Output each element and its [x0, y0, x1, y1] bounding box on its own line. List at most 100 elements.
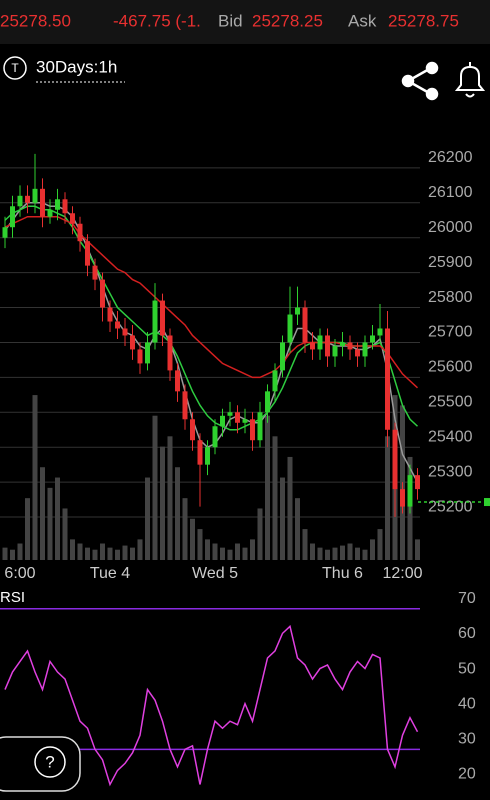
y-tick-label: 26200 [428, 149, 473, 166]
candle-body [197, 440, 203, 465]
candle-body [362, 342, 368, 357]
volume-bar [160, 446, 165, 560]
candle-body [100, 279, 105, 308]
candle-body [160, 300, 165, 336]
candle-body [115, 321, 120, 329]
candle-body [107, 307, 113, 322]
volume-bar [205, 539, 210, 560]
candle-body [70, 213, 75, 224]
candle-body [385, 328, 390, 430]
candle-body [167, 335, 173, 371]
volume-bar [25, 498, 30, 560]
volume-bar [122, 545, 128, 560]
candle-body [407, 475, 413, 507]
volume-bar [377, 529, 383, 560]
volume-bar [317, 547, 323, 560]
candle-body [62, 199, 68, 214]
candle-body [77, 223, 83, 242]
volume-bar [272, 436, 278, 560]
y-tick-label: 25600 [428, 359, 473, 376]
candle-body [2, 227, 8, 238]
volume-bar [32, 395, 38, 560]
y-tick-label: 40 [458, 695, 476, 712]
x-tick-label: 6:00 [4, 565, 35, 582]
candle-body [175, 370, 180, 392]
volume-bar [355, 547, 360, 560]
candle-body [310, 342, 315, 350]
volume-bar [265, 415, 270, 560]
volume-bar [182, 498, 188, 560]
alert-icon[interactable] [454, 62, 486, 98]
candle-body [130, 335, 135, 350]
volume-bar [257, 508, 263, 560]
y-tick-label: 25500 [428, 394, 473, 411]
volume-bar [17, 543, 23, 560]
volume-bar [302, 529, 308, 560]
bid: 25278.25 [252, 11, 323, 30]
candle-body [415, 475, 420, 490]
candle-body [25, 195, 30, 203]
candle-body [227, 412, 233, 416]
candle-body [55, 199, 60, 210]
y-tick-label: 25800 [428, 289, 473, 306]
volume-bar [295, 498, 300, 560]
volume-bar [220, 547, 225, 560]
candle-body [317, 335, 323, 350]
candle-body [242, 419, 248, 423]
volume-bar [130, 547, 135, 560]
volume-bar [40, 467, 45, 560]
volume-bar [145, 477, 150, 560]
y-tick-label: 30 [458, 731, 476, 748]
volume-bar [100, 543, 105, 560]
rsi-line [4, 624, 419, 787]
candle-body [295, 307, 300, 315]
candle-body [212, 426, 218, 448]
candle-body [145, 342, 150, 364]
candle-body [190, 419, 195, 441]
volume-bar [332, 547, 338, 560]
volume-bar [370, 539, 375, 560]
logo-circle[interactable] [3, 56, 27, 80]
volume-bar [137, 539, 143, 560]
candle-body [302, 307, 308, 343]
volume-bar [242, 547, 248, 560]
candle-body [250, 419, 255, 441]
logo: T [11, 61, 19, 75]
candle-body [235, 412, 240, 423]
volume-bar [227, 549, 233, 560]
y-tick-label: 60 [458, 625, 476, 642]
y-tick-label: 50 [458, 660, 476, 677]
candle-body [400, 489, 405, 507]
share-icon[interactable] [401, 61, 439, 101]
candle-body [137, 349, 143, 364]
volume-bar [415, 539, 420, 560]
volume-bar [362, 549, 368, 560]
candle-body [10, 206, 15, 228]
volume-bar [92, 549, 98, 560]
volume-bar [10, 549, 15, 560]
volume-bar [2, 547, 8, 560]
y-tick-label: 26000 [428, 219, 473, 236]
timeframe[interactable]: 30Days:1h [36, 57, 117, 76]
candle-body [182, 391, 188, 420]
volume-bar [235, 543, 240, 560]
volume-bar [167, 436, 173, 560]
candle-body [85, 241, 90, 266]
candle-body [17, 195, 23, 207]
help-button[interactable] [34, 746, 66, 778]
x-tick-label: Thu 6 [322, 565, 363, 582]
candle-body [340, 342, 345, 346]
panel-title: RSI [0, 589, 25, 606]
candle-body [280, 342, 285, 371]
volume-bar [107, 547, 113, 560]
volume-bar [212, 543, 218, 560]
change: -467.75 (-1. [113, 11, 201, 30]
candle-body [332, 345, 338, 357]
candle-body [325, 335, 330, 357]
volume-bar [250, 539, 255, 560]
y-tick-label: 25300 [428, 463, 473, 480]
candle-body [272, 370, 278, 392]
rsi-chart: RSI 20 30 40 50 60 70 [0, 589, 476, 787]
ask-label: Ask [348, 11, 377, 30]
